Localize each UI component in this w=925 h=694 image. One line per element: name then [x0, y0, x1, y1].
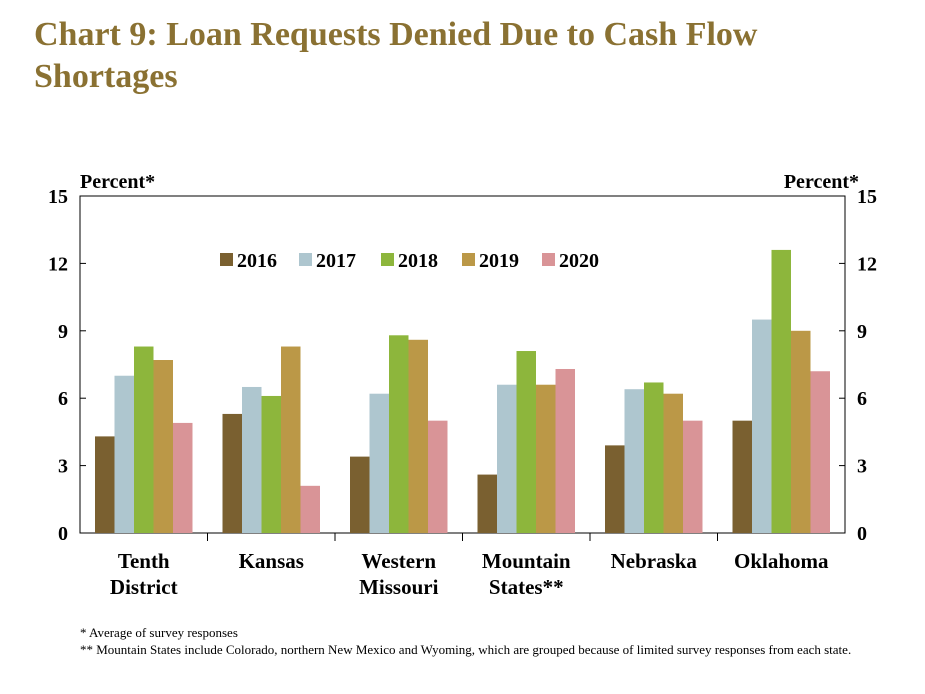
legend-label-2020: 2020 — [559, 250, 599, 272]
bar-2017 — [114, 375, 134, 533]
chart-title: Chart 9: Loan Requests Denied Due to Cas… — [34, 16, 758, 95]
legend-label-2017: 2017 — [316, 250, 356, 272]
legend-swatch-2016 — [220, 253, 233, 266]
bar-2019 — [663, 393, 683, 533]
bar-2016 — [605, 445, 625, 533]
x-tick-label: Oklahoma — [734, 549, 829, 573]
y-tick-label-left: 0 — [58, 523, 68, 545]
y-axis-label-right: Percent* — [784, 171, 859, 193]
y-tick-label-left: 3 — [58, 456, 68, 478]
bar-2019 — [281, 346, 301, 533]
y-tick-label-right: 12 — [857, 253, 877, 275]
y-tick-label-left: 9 — [58, 321, 68, 343]
bar-2017 — [752, 319, 772, 533]
footnotes: * Average of survey responses ** Mountai… — [80, 624, 880, 658]
bar-2019 — [408, 339, 428, 533]
bar-2020 — [300, 485, 320, 533]
bar-2018 — [389, 335, 409, 533]
y-tick-label-right: 0 — [857, 523, 867, 545]
y-tick-label-left: 6 — [58, 388, 68, 410]
footnote-mountain-states: ** Mountain States include Colorado, nor… — [80, 642, 852, 657]
bar-2017 — [242, 386, 262, 533]
bar-2017 — [369, 393, 389, 533]
bar-2020 — [428, 420, 448, 533]
bar-2016 — [350, 456, 370, 533]
legend-label-2019: 2019 — [479, 250, 519, 272]
y-tick-label-right: 3 — [857, 456, 867, 478]
legend-swatch-2017 — [299, 253, 312, 266]
bar-2018 — [516, 351, 536, 533]
legend-label-2018: 2018 — [398, 250, 438, 272]
x-tick-label: Nebraska — [611, 549, 698, 573]
bar-2018 — [261, 395, 281, 533]
bar-2018 — [771, 249, 791, 534]
x-tick-label: Tenth District — [110, 549, 178, 599]
x-tick-label: Western Missouri — [359, 549, 439, 599]
y-tick-label-right: 9 — [857, 321, 867, 343]
bar-2019 — [536, 384, 556, 533]
y-tick-label-right: 6 — [857, 388, 867, 410]
plot-frame — [79, 195, 846, 534]
x-tick-label: Mountain States** — [482, 549, 571, 599]
bar-2016 — [477, 474, 497, 533]
bar-2017 — [624, 389, 644, 533]
y-tick-label-left: 15 — [48, 186, 68, 208]
legend-swatch-2020 — [542, 253, 555, 266]
bar-2016 — [95, 436, 115, 533]
y-tick-label-left: 12 — [48, 253, 68, 275]
bar-2017 — [497, 384, 517, 533]
bar-2019 — [153, 360, 173, 533]
bar-2018 — [644, 382, 664, 533]
bar-2019 — [791, 330, 811, 533]
bar-2020 — [173, 422, 193, 533]
y-tick-label-right: 15 — [857, 186, 877, 208]
legend-swatch-2019 — [462, 253, 475, 266]
bar-2020 — [555, 368, 575, 533]
bar-2016 — [222, 413, 242, 533]
bar-2020 — [683, 420, 703, 533]
legend-swatch-2018 — [381, 253, 394, 266]
legend-label-2016: 2016 — [237, 250, 277, 272]
bar-2016 — [732, 420, 752, 533]
bar-2020 — [810, 371, 830, 533]
x-tick-label: Kansas — [239, 549, 304, 573]
bar-2018 — [134, 346, 154, 533]
y-axis-label-left: Percent* — [80, 171, 155, 193]
footnote-average: * Average of survey responses — [80, 625, 238, 640]
